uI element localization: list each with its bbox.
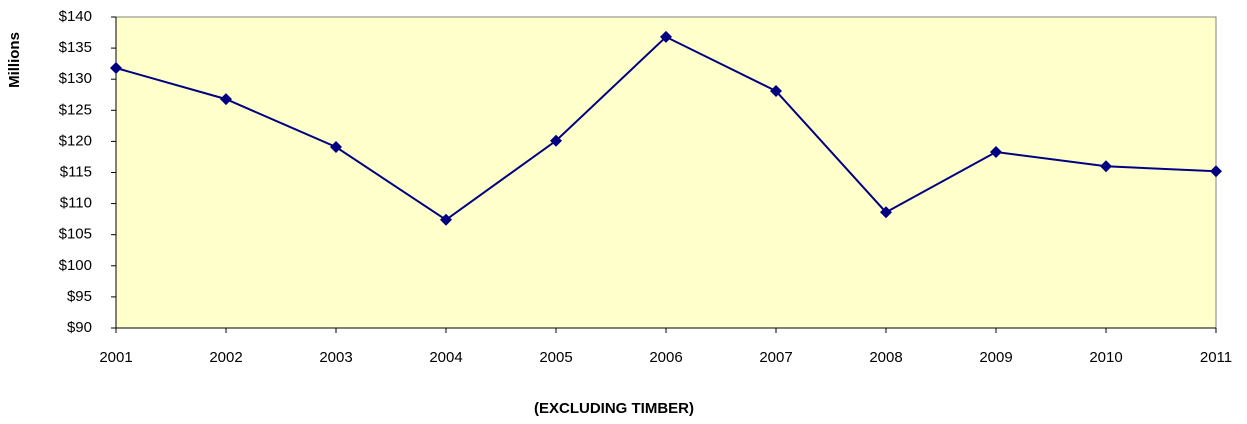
data-point	[1100, 160, 1112, 173]
data-point	[770, 85, 782, 98]
y-tick-label: $95	[67, 288, 92, 305]
data-point	[550, 134, 562, 147]
data-point	[110, 62, 122, 75]
data-point	[990, 145, 1002, 158]
x-axis-label: (EXCLUDING TIMBER)	[534, 400, 694, 417]
data-point	[330, 140, 342, 153]
y-tick-label: $100	[59, 257, 92, 274]
data-point	[220, 93, 232, 106]
x-tick-label: 2005	[539, 349, 572, 366]
x-tick-label: 2002	[209, 349, 242, 366]
plot-area	[115, 16, 1217, 329]
y-tick-label: $130	[59, 70, 92, 87]
x-tick-label: 2009	[979, 349, 1012, 366]
x-tick-label: 2011	[1200, 349, 1232, 366]
data-point	[1210, 165, 1222, 178]
y-tick-label: $115	[60, 163, 92, 180]
y-tick-label: $140	[59, 8, 92, 25]
y-tick-label: $90	[67, 319, 92, 336]
y-tick-label: $110	[60, 195, 92, 212]
x-tick-label: 2003	[319, 349, 352, 366]
y-tick-label: $125	[59, 101, 92, 118]
data-point	[880, 206, 892, 219]
y-tick-label: $120	[59, 132, 92, 149]
y-axis-label: Millions	[6, 32, 23, 88]
y-tick-label: $135	[59, 39, 92, 56]
data-point	[660, 30, 672, 43]
x-tick-label: 2004	[429, 349, 462, 366]
x-tick-label: 2006	[649, 349, 682, 366]
x-tick-label: 2001	[99, 349, 132, 366]
data-point	[440, 213, 452, 226]
x-tick-label: 2010	[1089, 349, 1122, 366]
y-tick-label: $105	[59, 226, 92, 243]
x-tick-label: 2007	[759, 349, 792, 366]
x-tick-label: 2008	[869, 349, 902, 366]
